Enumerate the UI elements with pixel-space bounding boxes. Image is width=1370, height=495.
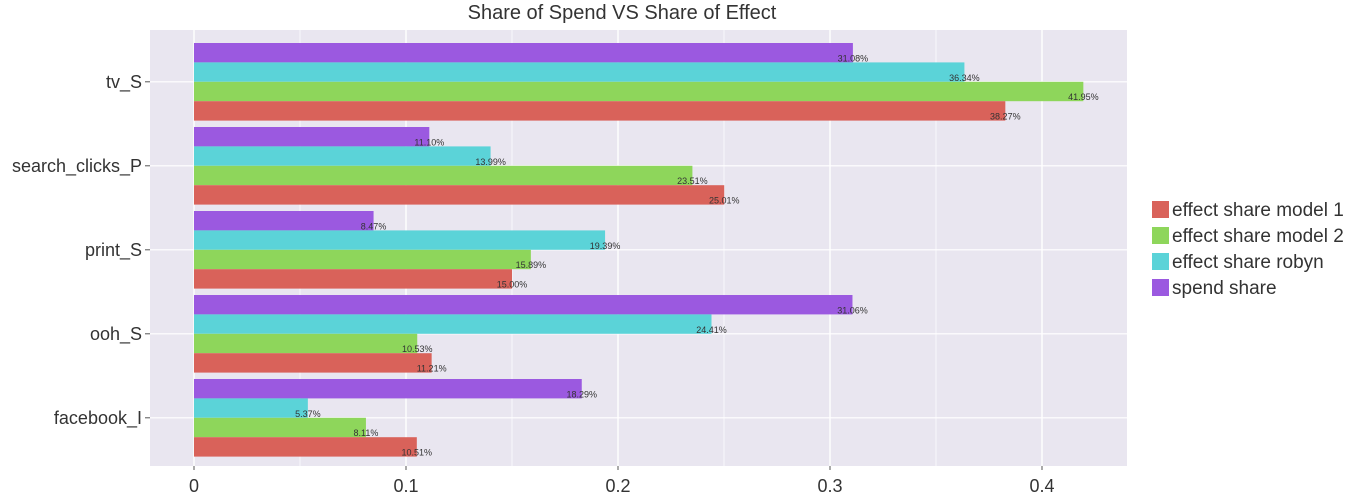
data-label: 11.21% xyxy=(417,364,447,374)
data-label: 31.06% xyxy=(837,305,868,315)
x-tick-label: 0.3 xyxy=(817,476,842,495)
legend-label: spend share xyxy=(1172,278,1277,299)
bar xyxy=(194,127,430,147)
x-tick-label: 0.1 xyxy=(393,476,418,495)
data-label: 18.29% xyxy=(566,389,597,399)
data-label: 25.01% xyxy=(709,196,740,206)
bar xyxy=(194,417,366,438)
y-tick-label: facebook_I xyxy=(54,408,142,429)
data-label: 5.37% xyxy=(295,409,321,419)
bar xyxy=(194,269,512,289)
data-label: 13.99% xyxy=(475,157,506,167)
data-labels: 31.08% 36.34% 41.95% 38.27% 11.10% 13.99% 23.5… xyxy=(295,53,1099,457)
x-tick-label: 0.2 xyxy=(605,476,630,495)
y-axis: tv_S search_clicks_P print_S ooh_S facebook_… xyxy=(12,72,150,429)
y-tick-label: ooh_S xyxy=(90,324,142,345)
bars xyxy=(194,43,1084,457)
bar xyxy=(194,333,418,354)
data-label: 24.41% xyxy=(696,325,727,335)
bar xyxy=(194,295,853,315)
bar xyxy=(194,379,582,399)
x-tick-label: 0.4 xyxy=(1029,476,1054,495)
data-label: 15.00% xyxy=(497,280,528,290)
bar xyxy=(194,101,1006,121)
data-label: 23.51% xyxy=(677,176,708,186)
legend-swatch xyxy=(1152,227,1169,244)
x-tick-label: 0 xyxy=(189,476,199,495)
bar xyxy=(194,81,1084,102)
bar xyxy=(194,398,308,418)
bar xyxy=(194,146,491,166)
legend: effect share model 1 effect share model 2… xyxy=(1152,200,1344,299)
bar xyxy=(194,62,965,82)
y-tick-label: print_S xyxy=(85,240,142,261)
bar xyxy=(194,211,374,231)
chart-title: Share of Spend VS Share of Effect xyxy=(468,2,777,24)
bar xyxy=(194,185,725,205)
y-tick-label: search_clicks_P xyxy=(12,156,142,177)
bar xyxy=(194,353,432,373)
data-label: 36.34% xyxy=(949,73,980,83)
data-label: 15.89% xyxy=(516,260,547,270)
y-tick-label: tv_S xyxy=(106,72,142,93)
data-label: 41.95% xyxy=(1068,92,1099,102)
legend-label: effect share robyn xyxy=(1172,252,1324,273)
data-label: 8.11% xyxy=(354,428,379,438)
data-label: 11.10% xyxy=(414,137,444,147)
bar xyxy=(194,437,417,457)
bar xyxy=(194,249,531,270)
data-label: 10.53% xyxy=(402,344,433,354)
legend-swatch xyxy=(1152,279,1169,296)
legend-swatch xyxy=(1152,253,1169,270)
bar xyxy=(194,165,693,186)
legend-label: effect share model 1 xyxy=(1172,200,1344,221)
data-label: 10.51% xyxy=(402,448,433,458)
data-label: 19.39% xyxy=(590,241,621,251)
data-label: 38.27% xyxy=(990,112,1021,122)
x-axis: 0 0.1 0.2 0.3 0.4 xyxy=(189,466,1055,495)
legend-swatch xyxy=(1152,201,1169,218)
bar xyxy=(194,230,606,250)
bar xyxy=(194,314,712,334)
legend-label: effect share model 2 xyxy=(1172,226,1344,247)
bar xyxy=(194,43,853,63)
data-label: 31.08% xyxy=(838,53,869,63)
data-label: 8.47% xyxy=(361,221,387,231)
